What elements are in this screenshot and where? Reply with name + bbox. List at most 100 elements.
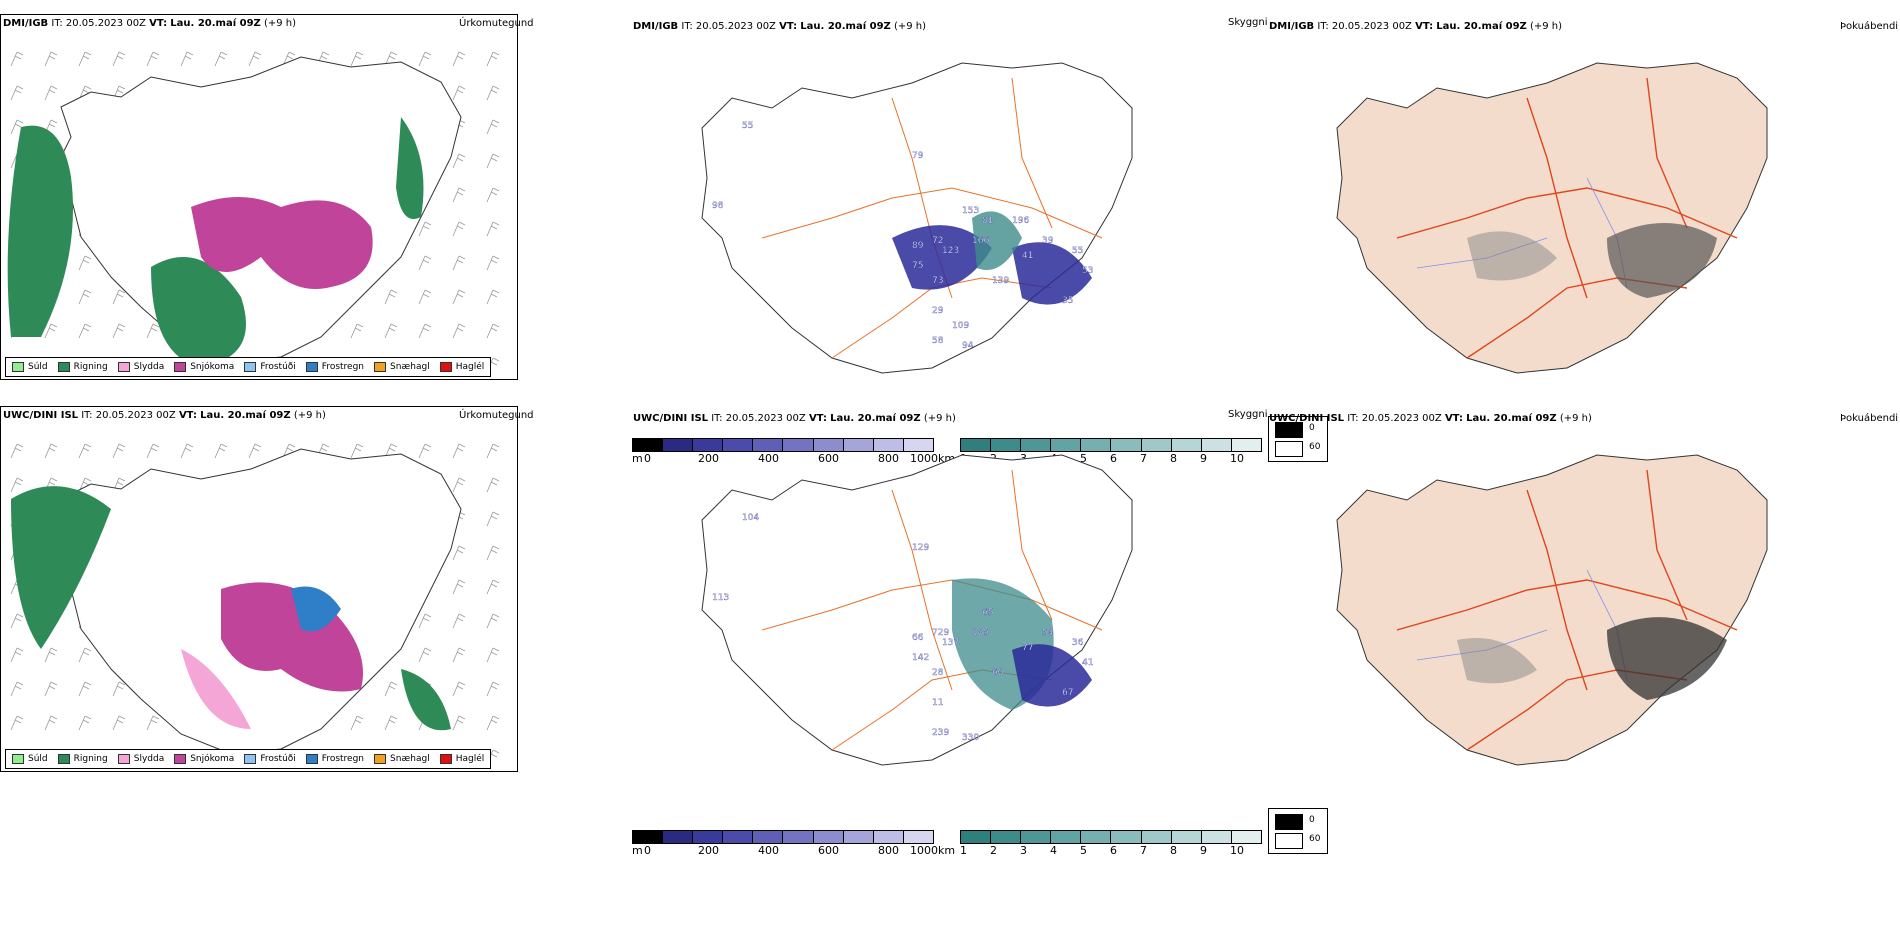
- lead-time: (+9 h): [1529, 21, 1563, 32]
- wind-barb: [78, 647, 92, 663]
- wind-barb: [486, 221, 500, 237]
- wind-barb: [384, 715, 398, 731]
- wind-barb: [486, 153, 500, 169]
- visibility-value-label: 239: [932, 728, 949, 738]
- wind-barb: [486, 579, 500, 595]
- wind-barb: [418, 221, 432, 237]
- rain-area: [151, 257, 246, 367]
- vis-title-dmi: Skyggni: [1228, 17, 1268, 28]
- visibility-value-label: 35: [1062, 296, 1073, 306]
- precip-panel-dmi: DMI/IGB IT: 20.05.2023 00Z VT: Lau. 20.m…: [0, 14, 534, 380]
- wind-barb: [146, 51, 160, 67]
- legend-item: Frostregn: [305, 754, 364, 764]
- legend-item: Frostúði: [244, 754, 296, 764]
- snow-area: [191, 197, 373, 289]
- visibility-panel-uwc: UWC/DINI ISL IT: 20.05.2023 00Z VT: Lau.…: [632, 406, 1328, 857]
- wind-barb: [486, 323, 500, 339]
- wind-barb: [10, 681, 24, 697]
- fog-area: [1457, 638, 1537, 684]
- visibility-value-label: 137: [942, 638, 959, 648]
- precip-panel-uwc: UWC/DINI ISL IT: 20.05.2023 00Z VT: Lau.…: [0, 406, 534, 772]
- freezing-rain-area: [291, 586, 341, 632]
- rain-area: [396, 117, 424, 219]
- distance-colorbar-uwc: [960, 830, 1262, 844]
- valid-time: Lau. 20.maí 09Z: [830, 413, 921, 424]
- wind-barb: [112, 51, 126, 67]
- init-time: 20.05.2023 00Z: [1361, 413, 1442, 424]
- wind-barb: [452, 255, 466, 271]
- legend-item: Slydda: [117, 754, 164, 764]
- iceland-outline: [701, 62, 1133, 374]
- visibility-value-label: 41: [1082, 658, 1093, 668]
- visibility-value-label: 113: [712, 593, 729, 603]
- visibility-value-label: 54: [1042, 628, 1054, 638]
- wind-barb: [452, 443, 466, 459]
- wind-barb: [78, 51, 92, 67]
- visibility-value-label: 11: [932, 698, 943, 708]
- fog-map-dmi: [1336, 62, 1768, 374]
- visibility-value-label: 53: [1082, 266, 1093, 276]
- visibility-value-label: 129: [912, 543, 929, 553]
- wind-barb: [486, 85, 500, 101]
- wind-barb: [452, 85, 466, 101]
- visibility-value-label: 58: [932, 336, 944, 346]
- fog-area: [1607, 617, 1727, 700]
- model-name: DMI/IGB: [633, 21, 679, 32]
- iceland-outline: [701, 454, 1133, 766]
- visibility-value-label: 41: [1022, 251, 1033, 261]
- distance-colorbar-dmi: [960, 438, 1262, 452]
- legend-item: Snæhagl: [374, 754, 430, 764]
- model-name: DMI/IGB: [3, 18, 49, 29]
- wind-barb: [384, 681, 398, 697]
- wind-barb: [486, 647, 500, 663]
- visibility-value-label: 98: [712, 201, 724, 211]
- vt-label: VT:: [149, 18, 168, 29]
- visibility-labels: 55 79 81 72 166 123 89 73 75 98 41 39 55 53 35 29 139 58 9…: [712, 121, 1094, 351]
- wind-barb: [486, 715, 500, 731]
- visibility-value-label: 109: [952, 321, 969, 331]
- legend-item: Rigning: [57, 754, 108, 764]
- wind-barb: [10, 51, 24, 67]
- wind-barb: [44, 681, 58, 697]
- wind-barb: [10, 85, 24, 101]
- precip-title-dmi: Úrkomutegund: [459, 18, 534, 29]
- it-label: IT:: [711, 413, 723, 424]
- wind-barb: [146, 715, 160, 731]
- wind-barb: [112, 715, 126, 731]
- height-colorbar-dmi: [632, 438, 934, 452]
- visibility-value-label: 28: [932, 668, 944, 678]
- fog-area: [1467, 231, 1557, 281]
- legend-item: Frostregn: [305, 362, 364, 372]
- visibility-value-label: 67: [1062, 688, 1073, 698]
- wind-barb: [10, 119, 24, 135]
- wind-barb: [78, 443, 92, 459]
- wind-barb: [486, 289, 500, 305]
- wind-barb: [486, 681, 500, 697]
- legend-item: Haglél: [439, 362, 484, 372]
- fog-title-dmi: Þokuábendi: [1840, 21, 1899, 32]
- valid-time: Lau. 20.maí 09Z: [1436, 21, 1527, 32]
- visibility-value-label: 153: [962, 206, 979, 216]
- wind-barb: [452, 289, 466, 305]
- visibility-value-label: 39: [1042, 236, 1054, 246]
- visibility-value-label: 55: [742, 121, 753, 131]
- wind-barb: [44, 85, 58, 101]
- wind-barb: [486, 613, 500, 629]
- rain-area: [11, 486, 111, 649]
- wind-barb: [418, 51, 432, 67]
- low-vis-area: [1012, 644, 1092, 707]
- visibility-value-label: 89: [912, 241, 924, 251]
- legend-item: Rigning: [57, 362, 108, 372]
- visibility-panel-dmi: DMI/IGB IT: 20.05.2023 00Z VT: Lau. 20.m…: [632, 14, 1328, 465]
- iceland-land: [1336, 454, 1768, 766]
- wind-barb: [486, 51, 500, 67]
- wind-barb: [452, 477, 466, 493]
- visibility-value-label: 65: [982, 608, 993, 618]
- legend-item: Haglél: [439, 754, 484, 764]
- fog-header-uwc: UWC/DINI ISL IT: 20.05.2023 00Z VT: Lau.…: [1269, 413, 1592, 424]
- wind-barb: [112, 323, 126, 339]
- wind-barb: [248, 51, 262, 67]
- wind-barb: [418, 647, 432, 663]
- lead-time: (+9 h): [1559, 413, 1592, 424]
